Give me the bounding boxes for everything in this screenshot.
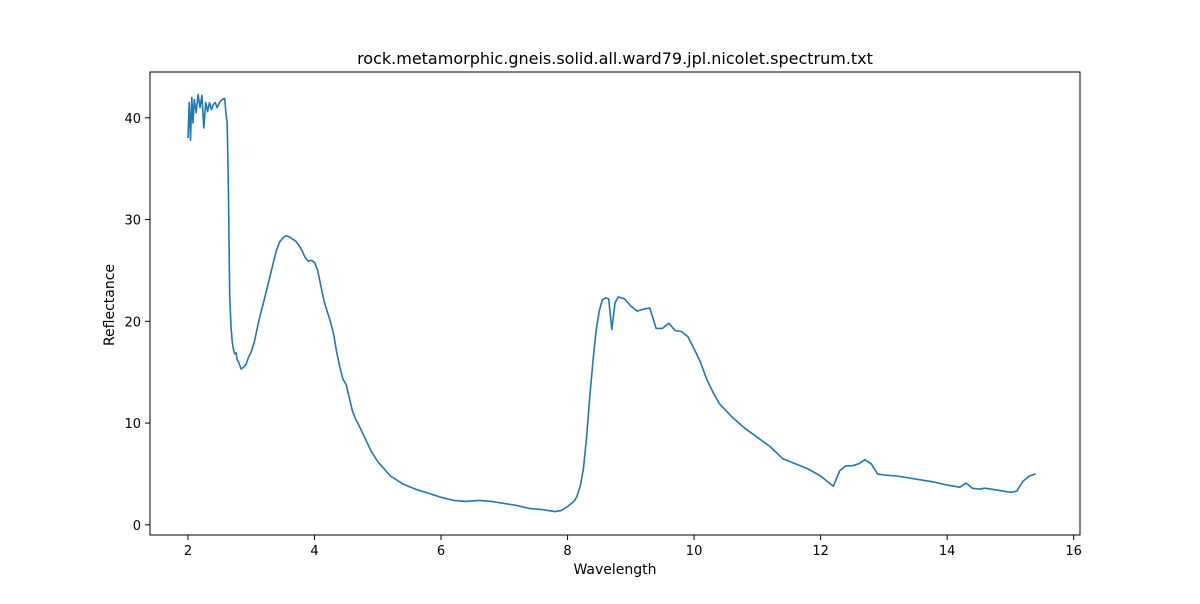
x-tick-label: 6 [437, 544, 445, 559]
x-tick-label: 12 [812, 544, 829, 559]
x-tick-label: 4 [310, 544, 318, 559]
series-line-0 [187, 93, 1036, 513]
x-tick-label: 14 [939, 544, 956, 559]
plot-area: 2 4 6 8 10 12 14 16 0 10 20 30 40 [124, 71, 1082, 559]
axes-frame [149, 71, 1081, 536]
y-tick-label: 10 [124, 417, 141, 432]
x-tick-label: 10 [686, 544, 703, 559]
y-axis-label: Reflectance [102, 264, 118, 346]
x-tick-label: 2 [184, 544, 192, 559]
x-tick-label: 16 [1065, 544, 1082, 559]
y-tick-label: 20 [124, 315, 141, 330]
y-tick-label: 40 [124, 112, 141, 127]
y-tick-label: 0 [133, 519, 141, 534]
x-tick-label: 8 [563, 544, 571, 559]
chart-title: rock.metamorphic.gneis.solid.all.ward79.… [357, 49, 873, 68]
x-axis-label: Wavelength [573, 562, 656, 578]
y-tick-label: 30 [124, 214, 141, 229]
